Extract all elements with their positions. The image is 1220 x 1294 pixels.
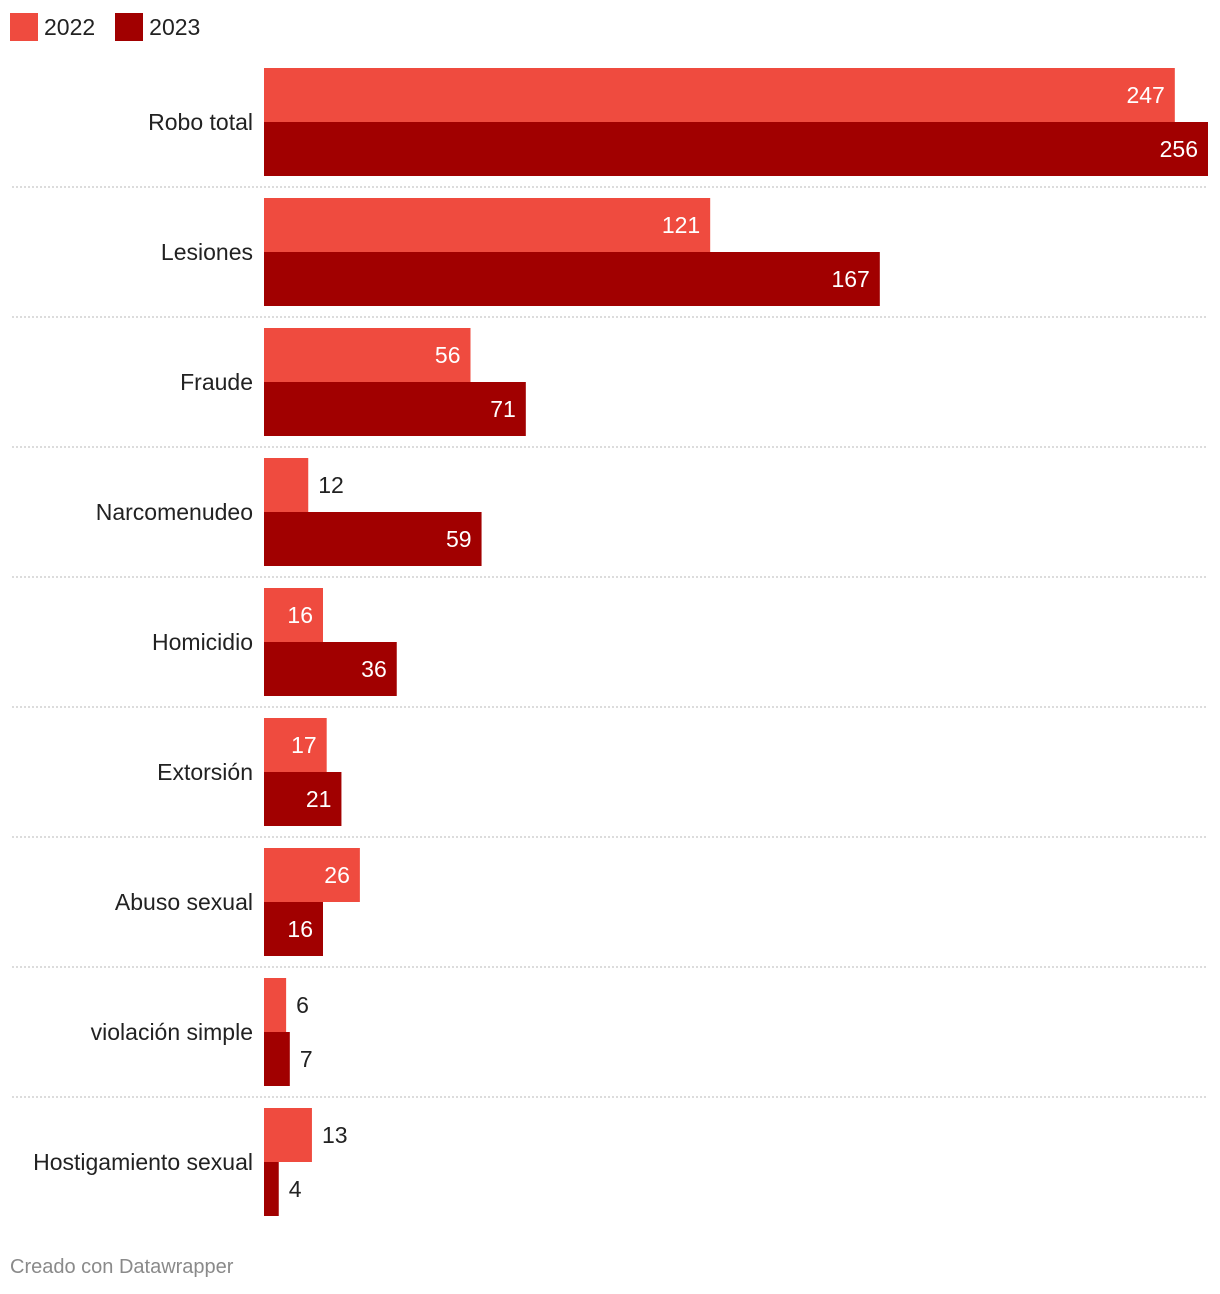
bar-lesiones-2022 — [264, 198, 711, 252]
category-label: Homicidio — [152, 629, 253, 655]
data-label: 17 — [291, 732, 317, 758]
category-label: Narcomenudeo — [96, 499, 253, 525]
legend-item-2022: 2022 — [10, 13, 95, 41]
bar-lesiones-2023 — [264, 252, 880, 306]
bar-homicidio-2022 — [264, 588, 323, 642]
data-label: 56 — [435, 342, 461, 368]
category-label: violación simple — [91, 1019, 253, 1045]
legend-item-2023: 2023 — [115, 13, 200, 41]
data-label: 71 — [490, 396, 516, 422]
category-label: Hostigamiento sexual — [33, 1149, 253, 1175]
data-label: 121 — [662, 212, 700, 238]
bar-hostigamiento-sexual-2023 — [264, 1162, 279, 1216]
category-label: Robo total — [148, 109, 253, 135]
legend-swatch-2023 — [115, 13, 144, 41]
data-label: 36 — [361, 656, 387, 682]
bar-robo-total-2023 — [264, 122, 1208, 176]
bar-homicidio-2023 — [264, 642, 397, 696]
bar-violaci-n-simple-2022 — [264, 978, 287, 1032]
bar-violaci-n-simple-2023 — [264, 1032, 290, 1086]
data-label: 21 — [306, 786, 332, 812]
chart-legend: 2022 2023 — [10, 12, 220, 42]
data-label: 4 — [289, 1176, 302, 1202]
data-label: 26 — [324, 862, 350, 888]
bar-fraude-2023 — [264, 382, 526, 436]
legend-swatch-2022 — [10, 13, 38, 41]
bar-narcomenudeo-2022 — [264, 458, 309, 512]
bar-hostigamiento-sexual-2022 — [264, 1108, 312, 1162]
bar-chart: Robo total247256Lesiones121167Fraude5671… — [12, 68, 1208, 1216]
bar-extorsi-n-2022 — [264, 718, 327, 772]
bar-narcomenudeo-2023 — [264, 512, 482, 566]
category-label: Fraude — [180, 369, 253, 395]
data-label: 7 — [300, 1046, 313, 1072]
legend-label-2022: 2022 — [44, 13, 96, 40]
data-label: 12 — [318, 472, 344, 498]
data-label: 59 — [446, 526, 472, 552]
bar-abuso-sexual-2022 — [264, 848, 360, 902]
data-label: 256 — [1160, 136, 1198, 162]
data-label: 16 — [287, 602, 313, 628]
category-label: Extorsión — [157, 759, 253, 785]
data-label: 16 — [287, 916, 313, 942]
bar-abuso-sexual-2023 — [264, 902, 323, 956]
data-label: 167 — [831, 266, 869, 292]
category-label: Abuso sexual — [115, 889, 253, 915]
category-label: Lesiones — [161, 239, 253, 265]
bar-robo-total-2022 — [264, 68, 1175, 122]
bar-extorsi-n-2023 — [264, 772, 342, 826]
bar-fraude-2022 — [264, 328, 471, 382]
data-label: 6 — [296, 992, 309, 1018]
data-label: 247 — [1126, 82, 1164, 108]
footer-credit: Creado con Datawrapper — [10, 1256, 234, 1278]
data-label: 13 — [322, 1122, 348, 1148]
legend-label-2023: 2023 — [149, 13, 201, 40]
